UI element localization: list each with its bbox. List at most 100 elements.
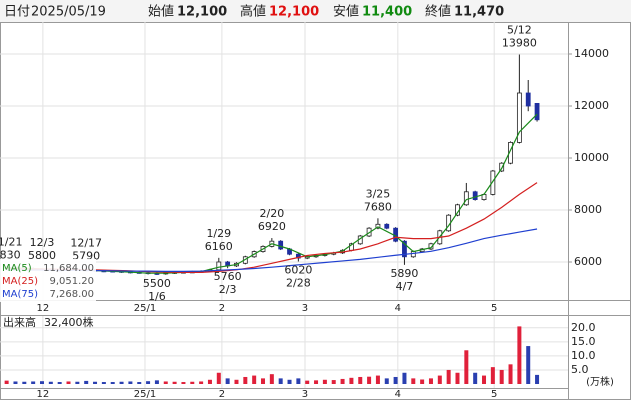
volume-bar bbox=[22, 381, 27, 384]
volume-bar bbox=[420, 379, 425, 384]
high-value: 7680 bbox=[364, 200, 392, 213]
low-value: 5760 bbox=[214, 270, 242, 283]
volume-bar bbox=[261, 378, 266, 384]
y-tick-label: 6000 bbox=[574, 255, 602, 268]
high-value: 6160 bbox=[205, 240, 233, 253]
high-value: 5830 bbox=[0, 248, 21, 261]
high-value: 13980 bbox=[502, 37, 537, 50]
volume-bar bbox=[473, 372, 478, 384]
candle-body bbox=[508, 141, 513, 164]
high-date: 12/3 bbox=[30, 236, 55, 249]
volume-bar bbox=[331, 380, 336, 384]
volume-bar bbox=[287, 379, 292, 384]
volume-title: 出来高 bbox=[3, 315, 36, 329]
volume-bar bbox=[269, 374, 274, 384]
candle-body bbox=[410, 251, 416, 258]
volume-bar bbox=[163, 381, 168, 384]
volume-bar bbox=[75, 381, 80, 384]
high-value: 6920 bbox=[258, 220, 286, 233]
volume-bar bbox=[146, 381, 151, 384]
x-tick-label: 2 bbox=[219, 303, 225, 314]
volume-bar bbox=[482, 375, 487, 384]
volume-bar bbox=[128, 381, 133, 384]
candle-body bbox=[402, 240, 407, 258]
volume-bar bbox=[119, 381, 124, 384]
high-date: 1/29 bbox=[206, 227, 231, 240]
volume-bar bbox=[181, 382, 186, 384]
legend-name: MA(25) bbox=[2, 276, 38, 287]
x-tick-label: 12 bbox=[37, 303, 50, 314]
candle-body bbox=[428, 243, 434, 250]
volume-bar bbox=[367, 376, 372, 384]
volume-bar bbox=[490, 367, 495, 384]
volume-bar bbox=[110, 382, 115, 384]
volume-bar bbox=[375, 375, 380, 384]
candle-body bbox=[525, 92, 531, 107]
candle-body bbox=[278, 240, 284, 250]
header-bar bbox=[0, 0, 631, 22]
low-value: 6020 bbox=[284, 263, 312, 276]
legend-value: 11,684.00 bbox=[43, 263, 94, 274]
volume-bar bbox=[411, 378, 416, 384]
x-tick-label: 25/1 bbox=[134, 303, 156, 314]
volume-bar bbox=[499, 369, 504, 384]
x-tick-label: 4 bbox=[395, 389, 401, 400]
volume-bar bbox=[340, 378, 345, 384]
frame bbox=[0, 22, 631, 400]
volume-bar bbox=[296, 378, 301, 384]
volume-bar bbox=[216, 372, 221, 384]
volume-bar bbox=[13, 381, 18, 384]
low-date: 2/28 bbox=[286, 276, 311, 289]
high-value: 5800 bbox=[28, 249, 56, 262]
volume-bar bbox=[137, 382, 142, 384]
x-tick-label: 25/1 bbox=[134, 389, 156, 400]
v-tick-label: 5.0 bbox=[571, 363, 589, 376]
volume-bar bbox=[358, 376, 363, 384]
volume-bar bbox=[278, 378, 283, 384]
low: 11,400 bbox=[362, 5, 412, 20]
high-date: 11/21 bbox=[0, 235, 22, 248]
legend-box bbox=[0, 259, 96, 302]
volume-bar bbox=[314, 380, 319, 384]
volume-bar bbox=[57, 382, 62, 384]
legend-value: 9,051.20 bbox=[49, 276, 94, 287]
volume-bar bbox=[349, 377, 354, 384]
volume-bar bbox=[84, 380, 89, 384]
volume-bar bbox=[172, 381, 177, 384]
volume-bar bbox=[154, 380, 159, 384]
volume-last: 32,400株 bbox=[44, 315, 94, 329]
high-date: 2/20 bbox=[259, 207, 284, 220]
low-value: 5890 bbox=[390, 267, 418, 280]
volume-bar bbox=[243, 376, 248, 384]
open-label: 始値 bbox=[148, 4, 174, 20]
candle-body bbox=[516, 92, 522, 143]
volume-bar bbox=[207, 379, 212, 384]
volume-unit: (万株) bbox=[586, 375, 614, 388]
legend-name: MA(5) bbox=[2, 263, 32, 274]
y-tick-label: 8000 bbox=[574, 203, 602, 216]
volume-bar bbox=[526, 346, 531, 384]
date-label: 日付 bbox=[4, 5, 30, 20]
volume-bar bbox=[48, 381, 53, 384]
volume-bar bbox=[393, 376, 398, 384]
low-date: 1/6 bbox=[148, 290, 166, 303]
close-label: 終値 bbox=[425, 4, 451, 20]
candle-body bbox=[490, 170, 496, 195]
volume-bar bbox=[508, 364, 513, 384]
v-tick-label: 10.0 bbox=[571, 349, 596, 362]
y-tick-label: 10000 bbox=[574, 151, 609, 164]
y-tick-label: 12000 bbox=[574, 99, 609, 112]
low-value: 5500 bbox=[143, 277, 171, 290]
x-tick-label: 5 bbox=[491, 389, 497, 400]
volume-bar bbox=[199, 381, 204, 384]
high: 12,100 bbox=[269, 5, 319, 20]
close: 11,470 bbox=[454, 5, 504, 20]
volume-bar bbox=[252, 375, 257, 384]
high-date: 12/17 bbox=[70, 236, 102, 249]
volume-bar bbox=[322, 379, 327, 384]
volume-bar bbox=[455, 372, 460, 384]
candle-body bbox=[463, 191, 469, 206]
x-tick-label: 5 bbox=[491, 303, 497, 314]
volume-bar bbox=[39, 381, 44, 384]
